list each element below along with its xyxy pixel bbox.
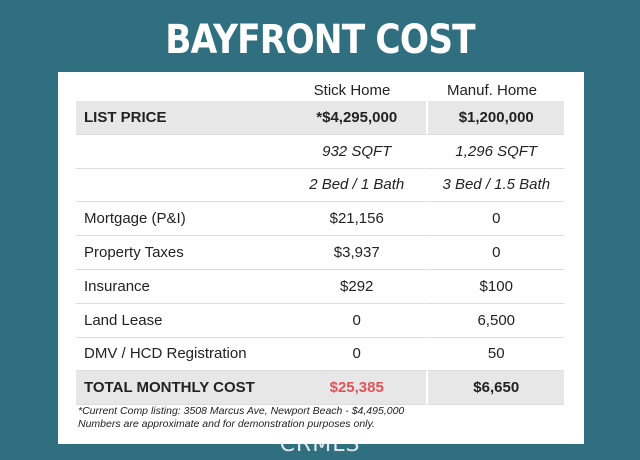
table-row-list-price: LIST PRICE *$4,295,000 $1,200,000 [76,101,564,135]
manuf-home-value: 6,500 [426,303,564,338]
row-label: LIST PRICE [76,101,287,135]
row-label: Insurance [76,270,287,304]
manuf-home-value: $100 [426,269,564,304]
table-row-property-taxes: Property Taxes $3,937 0 [76,236,564,270]
row-label: Mortgage (P&I) [76,202,287,237]
manuf-home-value: $1,200,000 [426,101,564,135]
stick-home-value: $21,156 [286,202,427,237]
crmls-watermark: CRMLS [279,432,361,457]
stick-home-value: 932 SQFT [286,135,427,169]
stick-home-value: *$4,295,000 [286,101,427,135]
table-row-mortgage: Mortgage (P&I) $21,156 0 [76,202,564,237]
manuf-home-value: 50 [426,337,564,372]
stick-home-total: $25,385 [286,371,427,406]
table-row-insurance: Insurance $292 $100 [76,269,564,304]
manuf-home-value: 0 [426,202,564,237]
table-row-sqft: 932 SQFT 1,296 SQFT [76,134,564,169]
manuf-home-value: 1,296 SQFT [426,134,564,169]
stick-home-value: $292 [286,270,427,304]
table-row-bed-bath: 2 Bed / 1 Bath 3 Bed / 1.5 Bath [76,168,564,203]
footnote-comp-listing: *Current Comp listing: 3508 Marcus Ave, … [78,405,405,417]
table-row-land-lease: Land Lease 0 6,500 [76,303,564,338]
row-label: Property Taxes [76,236,287,270]
column-header-manuf-home: Manuf. Home [446,82,538,99]
stick-home-value: 0 [286,304,427,338]
footnote-disclaimer: Numbers are approximate and for demonstr… [78,418,375,430]
table-row-registration: DMV / HCD Registration 0 50 [76,337,564,372]
column-header-stick-home: Stick Home [313,82,391,99]
stick-home-value: 0 [286,338,427,372]
stick-home-value: 2 Bed / 1 Bath [286,169,427,203]
stick-home-value: $3,937 [286,236,427,270]
manuf-home-value: 3 Bed / 1.5 Bath [426,168,564,203]
row-label: TOTAL MONTHLY COST [76,371,287,406]
manuf-home-value: 0 [426,236,564,270]
row-label: Land Lease [76,304,287,338]
row-label [76,169,287,203]
manuf-home-total: $6,650 [426,371,564,406]
row-label [76,135,287,169]
cost-comparison-table: LIST PRICE *$4,295,000 $1,200,000 932 SQ… [76,101,564,406]
table-row-total-monthly-cost: TOTAL MONTHLY COST $25,385 $6,650 [76,371,564,406]
row-label: DMV / HCD Registration [76,338,287,372]
